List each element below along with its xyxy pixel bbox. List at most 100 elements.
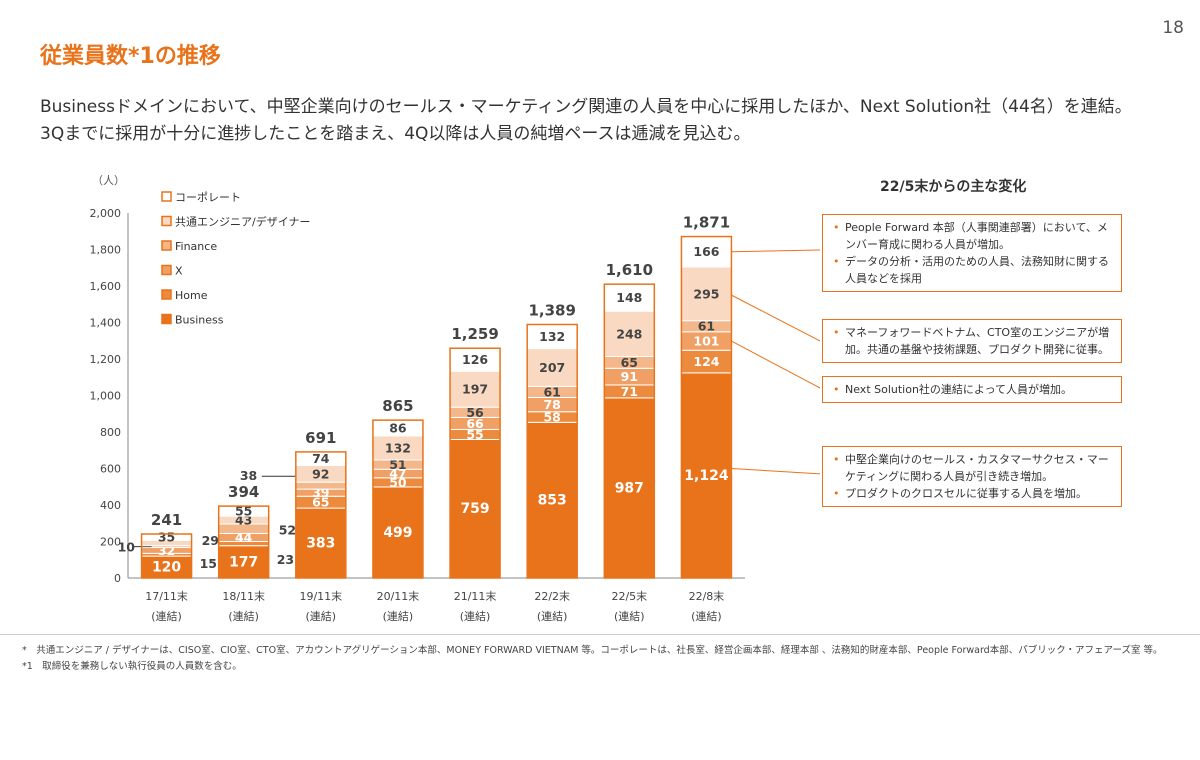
subtitle-line-2: 3Qまでに採用が十分に進捗したことを踏まえ、4Q以降は人員の純増ペースは逓減を見… <box>40 124 751 144</box>
employee-count-chart: （人） 0 200 400 600 800 1,000 1,200 1,400 1,600 1,80… <box>90 174 820 623</box>
data-label: 166 <box>693 244 719 259</box>
data-label: 207 <box>539 360 565 375</box>
footnote-2: *1 取締役を兼務しない執行役員の人員数を含む。 <box>22 661 242 672</box>
bar-segment <box>295 481 347 490</box>
y-tick-label: 1,200 <box>90 353 122 366</box>
x-tick-sublabel: (連結) <box>383 609 414 623</box>
data-label: 92 <box>312 466 329 481</box>
bar-total-label: 1,259 <box>451 325 498 343</box>
data-label: 51 <box>389 457 406 472</box>
callout-box-engineers: マネーフォワードベトナム、CTO室のエンジニアが増加。共通の基盤や技術課題、プロ… <box>822 319 1122 363</box>
data-label: 50 <box>389 475 407 490</box>
callout-item: 中堅企業向けのセールス・カスタマーサクセス・マーケティングに関わる人員が引き続き… <box>833 451 1113 485</box>
legend-swatch <box>161 240 172 251</box>
y-tick-label: 0 <box>114 572 121 585</box>
bar-outline <box>526 323 578 579</box>
data-label: 10 <box>118 540 136 555</box>
legend-label: Business <box>175 314 224 327</box>
x-tick-label: 22/5末 <box>611 589 647 603</box>
x-tick-sublabel: (連結) <box>460 609 491 623</box>
data-label: 853 <box>538 493 567 509</box>
x-tick-label: 17/11末 <box>145 589 188 603</box>
data-label: 197 <box>462 382 488 397</box>
x-tick-label: 22/2末 <box>534 589 570 603</box>
legend-label: 共通エンジニア/デザイナー <box>175 215 311 229</box>
callout-box-corporate: People Forward 本部（人事関連部署）において、メンバー育成に関わる… <box>822 214 1122 292</box>
data-label: 35 <box>158 530 175 545</box>
data-label: 23 <box>277 552 294 567</box>
data-label: 15 <box>200 556 217 571</box>
callout-connector <box>731 468 820 475</box>
bar-segment <box>526 421 578 579</box>
y-tick-label: 2,000 <box>90 207 122 220</box>
data-label: 61 <box>698 319 715 334</box>
x-tick-sublabel: (連結) <box>228 609 259 623</box>
y-tick-label: 1,600 <box>90 280 122 293</box>
y-tick-label: 400 <box>100 499 121 512</box>
data-label: 101 <box>693 334 719 349</box>
y-tick-label: 200 <box>100 536 121 549</box>
x-tick-sublabel: (連結) <box>691 609 722 623</box>
y-tick-label: 800 <box>100 426 121 439</box>
legend-label: X <box>175 265 183 278</box>
data-label: 56 <box>466 405 484 420</box>
x-tick-sublabel: (連結) <box>306 609 337 623</box>
callout-box-business: 中堅企業向けのセールス・カスタマーサクセス・マーケティングに関わる人員が引き続き… <box>822 446 1122 507</box>
data-label: 383 <box>306 536 335 552</box>
bar-outline <box>449 347 501 579</box>
bar-segment <box>449 438 501 579</box>
bar-total-label: 394 <box>228 483 259 501</box>
data-label: 86 <box>389 420 407 435</box>
page-title: 従業員数*1の推移 <box>40 44 221 69</box>
x-tick-label: 21/11末 <box>454 589 497 603</box>
y-unit-label: （人） <box>92 174 125 187</box>
data-label: 55 <box>235 504 252 519</box>
data-label: 71 <box>621 384 638 399</box>
callout-connector <box>731 294 820 342</box>
data-label: 124 <box>693 354 719 369</box>
data-label: 132 <box>385 440 411 455</box>
bar-outline <box>140 533 193 579</box>
data-label: 132 <box>539 329 565 344</box>
bar-total-label: 691 <box>305 429 336 447</box>
data-label: 65 <box>312 495 329 510</box>
data-label: 61 <box>543 384 560 399</box>
legend-swatch <box>161 313 172 325</box>
data-label: 295 <box>693 286 719 301</box>
callout-connector <box>731 249 820 253</box>
x-tick-sublabel: (連結) <box>151 609 182 623</box>
data-label: 248 <box>616 326 642 341</box>
data-label: 66 <box>466 416 484 431</box>
bar-outline <box>217 505 270 579</box>
data-label: 759 <box>460 501 489 517</box>
callout-connector <box>731 340 820 389</box>
subtitle: Businessドメインにおいて、中堅企業向けのセールス・マーケティング関連の人… <box>40 94 1132 148</box>
y-tick-label: 1,000 <box>90 390 122 403</box>
legend-label: Home <box>175 289 208 302</box>
bar-total-label: 1,871 <box>683 214 730 232</box>
callout-item: マネーフォワードベトナム、CTO室のエンジニアが増加。共通の基盤や技術課題、プロ… <box>833 324 1113 358</box>
footer-divider <box>0 634 1200 635</box>
x-tick-label: 20/11末 <box>377 589 420 603</box>
page-number: 18 <box>1162 18 1184 38</box>
data-label: 74 <box>312 451 330 466</box>
bar-total-label: 1,610 <box>606 261 653 279</box>
data-label: 47 <box>389 466 406 481</box>
callout-item: データの分析・活用のための人員、法務知財に関する人員などを採用 <box>833 253 1113 287</box>
bar-total-label: 865 <box>382 397 413 415</box>
x-tick-label: 22/8末 <box>689 589 725 603</box>
data-label: 78 <box>543 397 560 412</box>
bar-segment <box>603 310 655 357</box>
data-label: 499 <box>383 525 412 541</box>
data-label: 52 <box>279 523 296 538</box>
x-tick-label: 18/11末 <box>222 589 265 603</box>
data-label: 91 <box>621 369 638 384</box>
data-label: 148 <box>616 290 642 305</box>
bar-segment <box>603 397 655 579</box>
bar-segment <box>526 348 578 387</box>
x-tick-sublabel: (連結) <box>614 609 645 623</box>
bar-outline <box>295 451 347 579</box>
data-label: 1,124 <box>684 468 729 484</box>
data-label: 65 <box>621 355 638 370</box>
data-label: 29 <box>202 533 219 548</box>
